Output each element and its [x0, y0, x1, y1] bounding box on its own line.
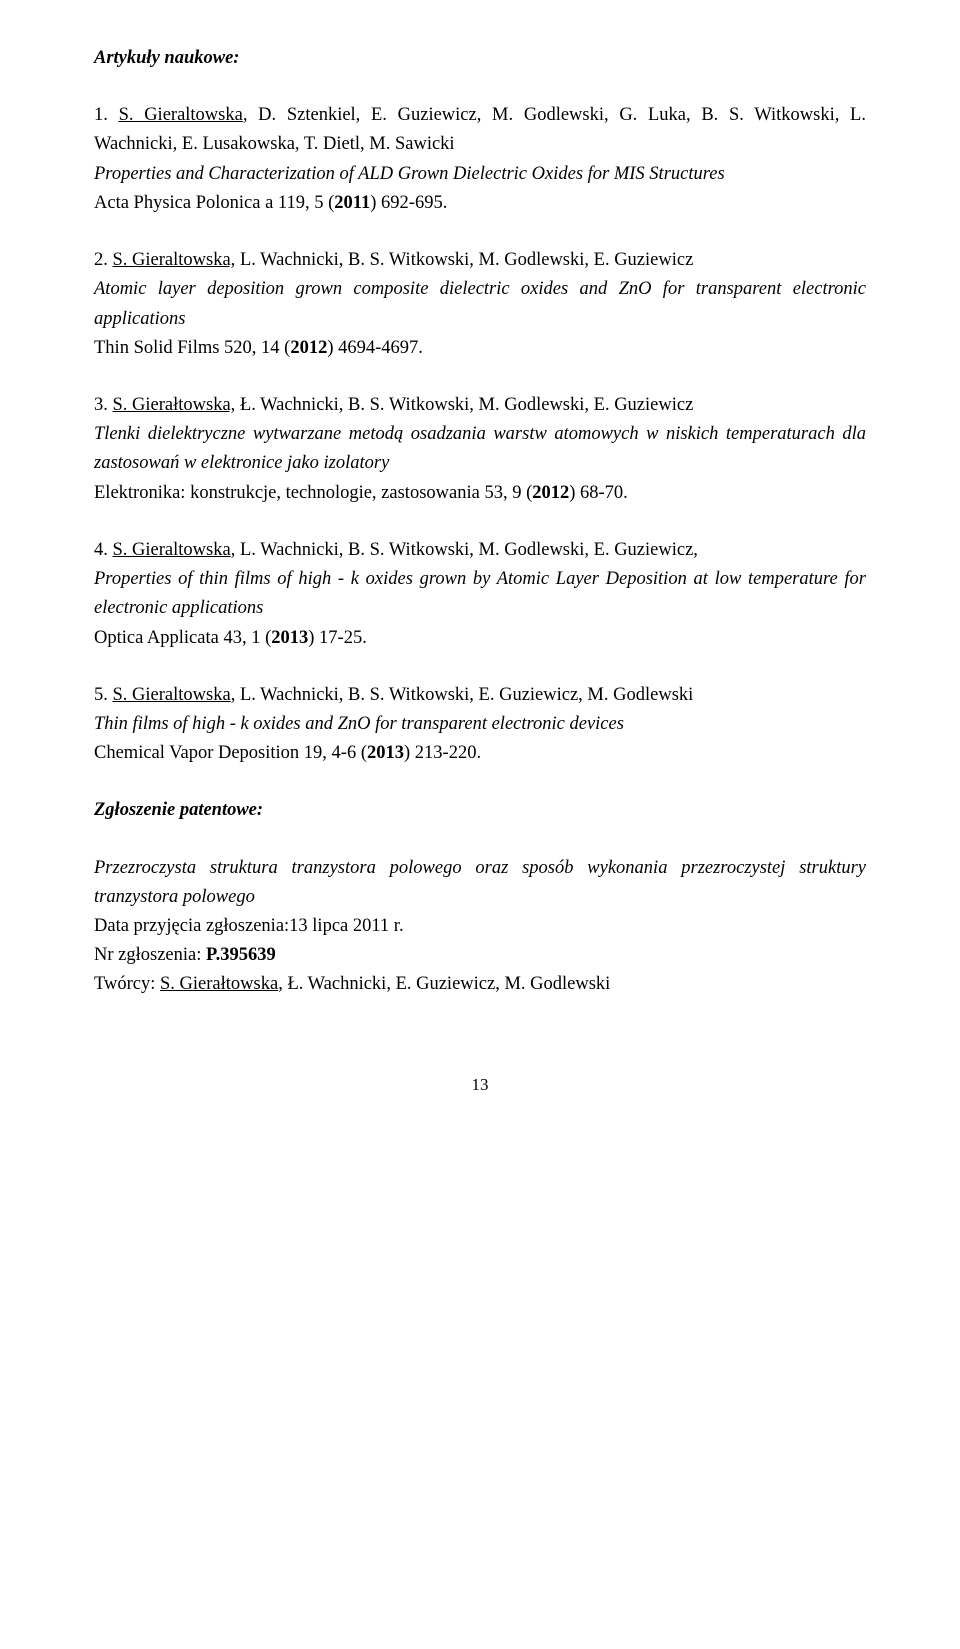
entry-number: 2.: [94, 250, 113, 270]
entry-title: Thin films of high - k oxides and ZnO fo…: [94, 714, 624, 734]
entry-number: 1.: [94, 105, 119, 125]
entry-title: Tlenki dielektryczne wytwarzane metodą o…: [94, 424, 866, 473]
pub-year: 2011: [334, 193, 370, 213]
entry-5: 5. S. Gieraltowska, L. Wachnicki, B. S. …: [94, 681, 866, 769]
pub-post: ) 213-220.: [404, 743, 481, 763]
patent-date: Data przyjęcia zgłoszenia:13 lipca 2011 …: [94, 916, 404, 936]
pub-post: ) 4694-4697.: [327, 338, 423, 358]
pub-pre: Thin Solid Films 520, 14 (: [94, 338, 290, 358]
author-underlined: S. Gieraltowska,: [113, 250, 236, 270]
page: Artykuły naukowe: 1. S. Gieraltowska, D.…: [0, 0, 960, 1139]
authors-rest: Ł. Wachnicki, B. S. Witkowski, M. Godlew…: [235, 395, 693, 415]
author-underlined: S. Gieraltowska: [113, 540, 231, 560]
section-title-articles: Artykuły naukowe:: [94, 44, 866, 73]
pub-post: ) 692-695.: [370, 193, 447, 213]
page-number: 13: [94, 1072, 866, 1099]
section-title-patent: Zgłoszenie patentowe:: [94, 796, 866, 825]
patent-number: P.395639: [206, 945, 276, 965]
entry-number: 4.: [94, 540, 113, 560]
authors-rest: , L. Wachnicki, B. S. Witkowski, E. Guzi…: [231, 685, 694, 705]
pub-post: ) 68-70.: [569, 483, 628, 503]
entry-title: Properties and Characterization of ALD G…: [94, 164, 725, 184]
pub-pre: Elektronika: konstrukcje, technologie, z…: [94, 483, 532, 503]
patent-nr-pre: Nr zgłoszenia:: [94, 945, 206, 965]
creators-rest: , Ł. Wachnicki, E. Guziewicz, M. Godlews…: [278, 974, 610, 994]
pub-pre: Chemical Vapor Deposition 19, 4-6 (: [94, 743, 367, 763]
author-underlined: S. Gierałtowska,: [113, 395, 236, 415]
entry-1: 1. S. Gieraltowska, D. Sztenkiel, E. Guz…: [94, 101, 866, 218]
patent-entry: Przezroczysta struktura tranzystora polo…: [94, 854, 866, 1000]
entry-4: 4. S. Gieraltowska, L. Wachnicki, B. S. …: [94, 536, 866, 653]
author-underlined: S. Gieraltowska: [113, 685, 231, 705]
pub-year: 2012: [290, 338, 327, 358]
patent-description: Przezroczysta struktura tranzystora polo…: [94, 858, 866, 907]
entry-number: 3.: [94, 395, 113, 415]
pub-year: 2013: [367, 743, 404, 763]
author-underlined: S. Gieraltowska: [119, 105, 243, 125]
entry-number: 5.: [94, 685, 113, 705]
entry-title: Properties of thin films of high - k oxi…: [94, 569, 866, 618]
entry-title: Atomic layer deposition grown composite …: [94, 279, 866, 328]
creators-underlined: S. Gierałtowska: [160, 974, 278, 994]
pub-year: 2013: [271, 628, 308, 648]
pub-year: 2012: [532, 483, 569, 503]
pub-pre: Acta Physica Polonica a 119, 5 (: [94, 193, 334, 213]
entry-3: 3. S. Gierałtowska, Ł. Wachnicki, B. S. …: [94, 391, 866, 508]
authors-rest: , L. Wachnicki, B. S. Witkowski, M. Godl…: [231, 540, 698, 560]
pub-pre: Optica Applicata 43, 1 (: [94, 628, 271, 648]
pub-post: ) 17-25.: [308, 628, 367, 648]
authors-rest: L. Wachnicki, B. S. Witkowski, M. Godlew…: [235, 250, 693, 270]
creators-pre: Twórcy:: [94, 974, 160, 994]
entry-2: 2. S. Gieraltowska, L. Wachnicki, B. S. …: [94, 246, 866, 363]
